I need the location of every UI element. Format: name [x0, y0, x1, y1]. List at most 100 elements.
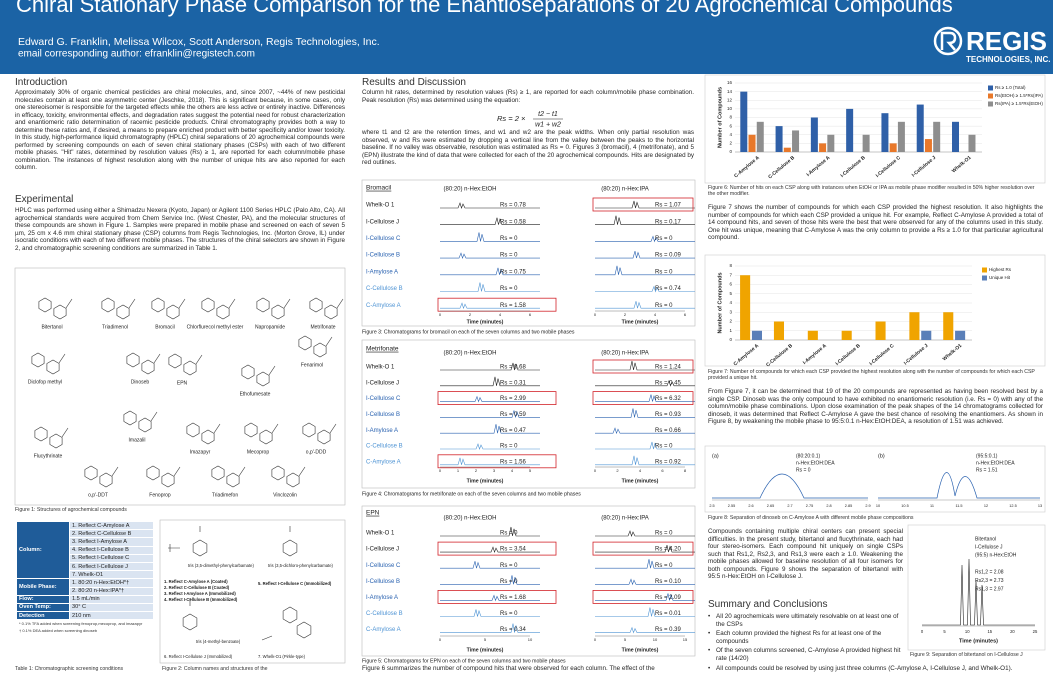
row-label: Oven Temp:	[16, 602, 70, 613]
panel-tag: (b)	[878, 453, 885, 459]
structure-bond	[58, 353, 66, 364]
figure-annotation: (95:5) n-Hex:EtOH	[975, 552, 1017, 558]
axis-label: Time (minutes)	[622, 319, 659, 325]
resolution-value: Rs = 0	[655, 236, 673, 242]
time-tick-label: 2.8	[826, 504, 831, 508]
compound-name: Triadimefon	[212, 492, 238, 498]
chromatogram-trace	[595, 285, 695, 293]
time-tick-label: 0	[439, 637, 442, 642]
chromatogram-trace	[440, 217, 540, 225]
row-value: 7. Whelk-O1	[69, 570, 154, 580]
resolution-value: Rs = 0	[655, 444, 673, 450]
structure-bond	[61, 427, 69, 438]
column-name: C-Cellulose B	[366, 611, 403, 617]
row-label: Flow:	[16, 594, 70, 604]
time-tick-label: 20	[1010, 629, 1015, 634]
bar	[897, 121, 905, 152]
structure-bond	[111, 466, 119, 477]
time-tick-label: 15	[987, 629, 992, 634]
row-value: 2. 80:20 n-Hex:IPA*†	[69, 586, 154, 596]
structure-bond	[228, 298, 236, 309]
figure8-frame	[704, 445, 1046, 513]
time-tick-label: 1	[457, 468, 460, 473]
resolution-value: Rs = 0.47	[500, 428, 527, 434]
time-tick-label: 0	[594, 312, 597, 317]
figure2-frame	[159, 519, 346, 664]
y-tick-label: 16	[727, 80, 733, 85]
compound-name: EPN	[177, 380, 188, 386]
figure-title: Bromacil	[366, 185, 392, 192]
bar	[952, 121, 960, 152]
poster-title: Chiral Stationary Phase Comparison for t…	[16, 0, 953, 17]
chromatogram-trace	[595, 455, 695, 466]
caption: Figure 2: Column names and structures of…	[162, 666, 268, 672]
y-tick-label: 6	[729, 282, 732, 287]
axis-label: Time (minutes)	[467, 478, 504, 484]
structure-drawing	[101, 297, 130, 320]
hit-outline	[437, 391, 557, 406]
bar	[740, 91, 748, 152]
chromatogram-trace	[595, 427, 695, 435]
chromatogram-trace	[440, 410, 540, 418]
resolution-value: Rs = 2.99	[500, 396, 527, 402]
legend-swatch	[988, 101, 993, 107]
compound-name: Dinoseb	[131, 379, 150, 385]
chromatogram-trace	[440, 424, 540, 434]
equation: t2 − t1	[538, 111, 558, 118]
x-tick-label: I-Cellulose B	[835, 343, 862, 367]
compound-name: Imazapyr	[190, 449, 211, 455]
caption: Figure 4: Chromatograms for metrifonate …	[362, 491, 581, 497]
legend-label: Rs(EtOH) ≥ 1.5*Rs(IPA)	[995, 93, 1043, 98]
structure-drawing	[302, 422, 331, 445]
y-tick-label: 4	[729, 132, 732, 137]
y-tick-label: 4	[729, 300, 732, 305]
chromatogram-trace	[595, 394, 695, 402]
time-tick-label: 10.5	[901, 504, 908, 508]
compound-name: Mecoprop	[247, 449, 269, 455]
compound-name: o,p'-DDT	[88, 492, 108, 498]
compound-name: Diclofop methyl	[28, 379, 62, 385]
structure-label: 6. Reflect I-Cellulose J (Immobilized)	[164, 654, 233, 659]
bar	[889, 143, 897, 152]
structure-bond	[195, 354, 203, 365]
y-axis-label: Number of Compounds	[717, 87, 723, 148]
resolution-value: Rs1,3 = 2.97	[975, 586, 1004, 592]
panel-annotation: n-Hex:EtOH:DEA	[796, 460, 835, 466]
phase-header: (80:20) n-Hex:IPA	[601, 516, 649, 522]
chromatogram-trace	[595, 607, 695, 617]
resolution-value: Rs = 0.74	[655, 286, 682, 292]
bar	[751, 330, 763, 340]
structure-drawing	[84, 465, 113, 488]
resolution-value: Rs = 0	[655, 303, 673, 309]
compound-name: Ethofumesate	[240, 391, 271, 397]
phase-header: (80:20) n-Hex:IPA	[601, 351, 649, 357]
bar	[916, 104, 924, 152]
column-name: C-Amylose A	[366, 303, 401, 309]
time-tick-label: 10	[528, 637, 533, 642]
chromatogram-trace	[440, 252, 540, 260]
chromatogram-trace	[595, 235, 695, 243]
heading: Introduction	[15, 77, 68, 88]
chromatogram-trace	[595, 530, 695, 537]
structure-drawing	[298, 335, 327, 358]
compound-name: Triadimenol	[102, 324, 128, 330]
row-value: 2. Reflect C-Cellulose B	[69, 529, 154, 539]
chromatogram-trace	[440, 443, 540, 450]
resolution-value: Rs = 4.20	[655, 547, 682, 553]
time-tick-label: 4	[499, 312, 502, 317]
caption: Figure 8: Separation of dinoseb on C-Amy…	[708, 515, 914, 521]
paragraph: Figure 7 shows the number of compounds f…	[708, 204, 1043, 242]
bar	[792, 130, 800, 152]
structure-label: 1. Reflect C-Amylose A (Coated)	[164, 579, 228, 584]
time-tick-label: 2.6	[748, 504, 753, 508]
column-name: I-Amylose A	[366, 269, 398, 275]
email: email corresponding author: efranklin@re…	[18, 49, 255, 60]
caption: Table 1: Chromatographic screening condi…	[15, 666, 124, 672]
figure-annotation: Bitertanol	[975, 536, 996, 542]
chromatogram-trace	[440, 282, 540, 292]
column-name: I-Cellulose B	[366, 579, 400, 585]
chromatogram-trace	[595, 559, 695, 569]
structure-bond	[238, 466, 246, 477]
column-name: Whelk-O 1	[366, 203, 395, 209]
